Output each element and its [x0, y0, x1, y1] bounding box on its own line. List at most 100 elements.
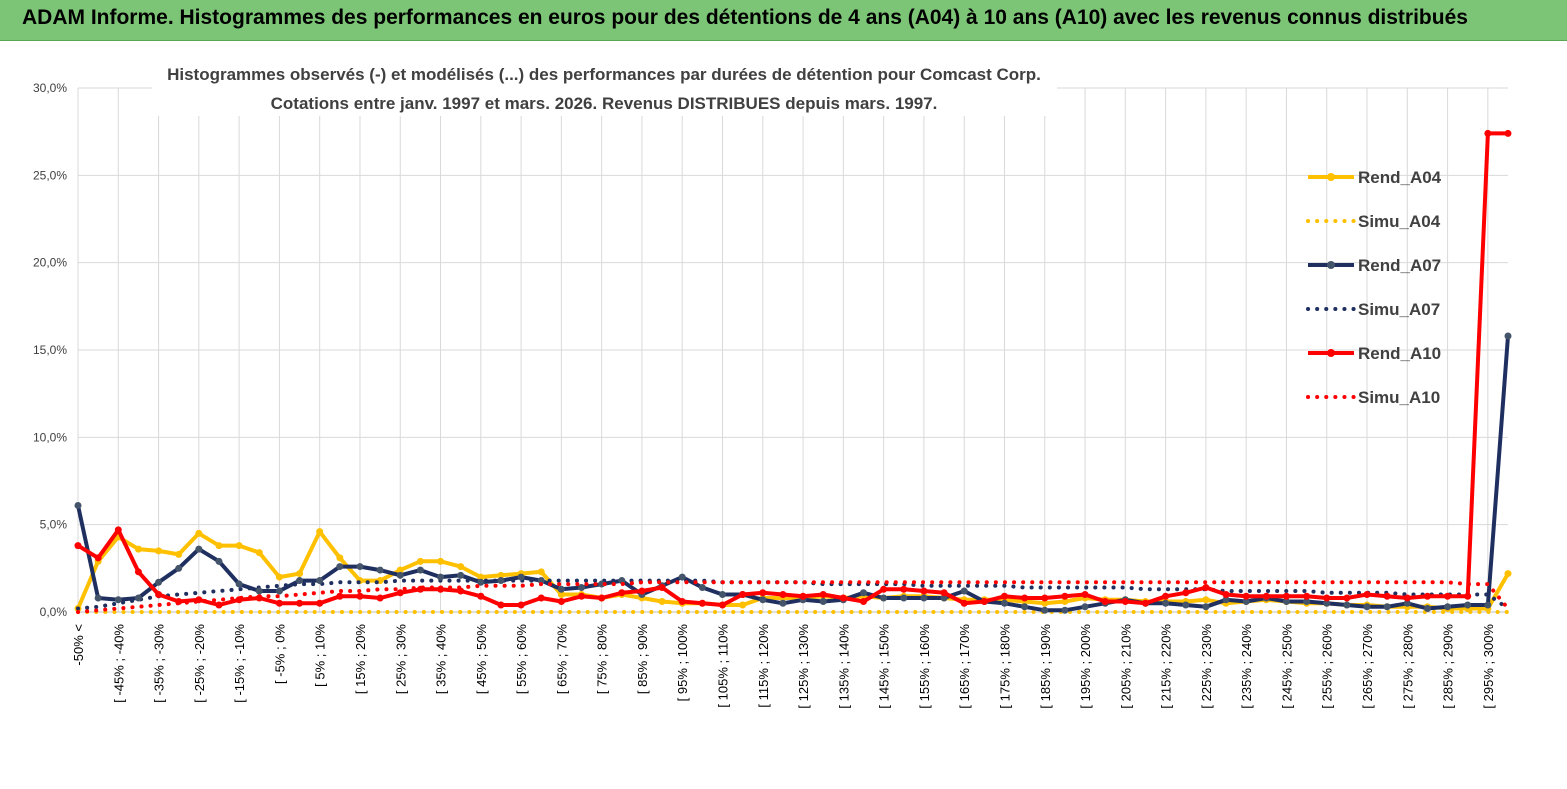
series-line — [76, 580, 1510, 614]
chart-title-background — [152, 54, 1057, 116]
data-point — [497, 601, 505, 609]
data-point — [235, 542, 243, 550]
data-point — [1403, 599, 1411, 607]
data-point — [74, 501, 82, 509]
legend-label: Rend_A07 — [1358, 256, 1441, 275]
data-point — [1202, 603, 1210, 611]
series-line — [76, 335, 1510, 613]
report-title: ADAM Informe. Histogrammes des performan… — [22, 6, 1468, 29]
data-point — [638, 587, 646, 595]
data-point — [960, 587, 968, 595]
data-point — [275, 599, 283, 607]
x-tick-label: [ 225% ; 230% — [1199, 624, 1214, 709]
data-point — [1000, 599, 1008, 607]
data-point — [457, 563, 465, 571]
data-point — [396, 566, 404, 574]
data-point — [134, 545, 142, 553]
x-tick-label: [ 145% ; 150% — [877, 624, 892, 709]
legend-label: Rend_A04 — [1358, 168, 1442, 187]
data-point — [779, 599, 787, 607]
x-tick-label: [ 25% ; 30% — [393, 624, 408, 695]
data-point — [1021, 603, 1029, 611]
legend-item: Simu_A07 — [1306, 300, 1440, 319]
series-Simu_A07 — [76, 578, 1510, 611]
data-point — [1182, 601, 1190, 609]
data-point — [175, 564, 183, 572]
data-point — [1041, 606, 1049, 614]
x-tick-label: [ -15% ; -10% — [232, 624, 247, 703]
data-point — [437, 573, 445, 581]
data-point — [235, 596, 243, 604]
data-point — [1343, 601, 1351, 609]
x-tick-label: -50% < — [71, 624, 86, 666]
histogram-chart: 0,0% 5,0% 10,0% 15,0% 20,0% 25,0% 30,0% -50% < [… — [33, 54, 1512, 709]
data-point — [1464, 601, 1472, 609]
data-point — [175, 550, 183, 558]
legend-item: Simu_A04 — [1306, 212, 1441, 231]
data-point — [477, 573, 485, 581]
data-point — [618, 589, 626, 597]
data-point — [497, 577, 505, 585]
legend-label: Rend_A10 — [1358, 344, 1441, 363]
data-point — [1202, 596, 1210, 604]
data-point — [859, 598, 867, 606]
legend-marker — [1327, 349, 1335, 357]
data-point — [477, 578, 485, 586]
data-point — [698, 584, 706, 592]
data-point — [739, 591, 747, 599]
data-point — [215, 542, 223, 550]
data-point — [759, 589, 767, 597]
series-Rend_A07 — [74, 332, 1512, 614]
data-point — [1343, 594, 1351, 602]
x-tick-label: [ 265% ; 270% — [1360, 624, 1375, 709]
x-tick-label: [ 195% ; 200% — [1078, 624, 1093, 709]
x-tick-label: [ 165% ; 170% — [957, 624, 972, 709]
data-point — [195, 545, 203, 553]
data-point — [1444, 603, 1452, 611]
data-point — [497, 571, 505, 579]
data-point — [155, 547, 163, 555]
legend-item: Simu_A10 — [1306, 388, 1440, 407]
data-point — [416, 585, 424, 593]
data-point — [457, 571, 465, 579]
legend-item: Rend_A07 — [1308, 256, 1441, 275]
data-point — [1504, 332, 1512, 340]
data-point — [316, 528, 324, 536]
x-tick-label: [ 275% ; 280% — [1400, 624, 1415, 709]
data-point — [900, 585, 908, 593]
data-point — [1222, 591, 1230, 599]
data-point — [1041, 599, 1049, 607]
data-point — [799, 592, 807, 600]
data-point — [1222, 596, 1230, 604]
data-point — [1323, 594, 1331, 602]
x-tick-label: [ -25% ; -20% — [192, 624, 207, 703]
data-point — [94, 594, 102, 602]
x-tick-label: [ 245% ; 250% — [1279, 624, 1294, 709]
data-point — [376, 566, 384, 574]
data-point — [1363, 591, 1371, 599]
data-point — [336, 592, 344, 600]
x-tick-label: [ 5% ; 10% — [313, 624, 328, 687]
data-point — [356, 563, 364, 571]
x-tick-label: [ 65% ; 70% — [554, 624, 569, 695]
legend-label: Simu_A07 — [1358, 300, 1440, 319]
data-point — [759, 596, 767, 604]
data-point — [678, 573, 686, 581]
data-point — [316, 599, 324, 607]
y-tick-label: 25,0% — [33, 168, 67, 182]
x-tick-label: [ 35% ; 40% — [434, 624, 449, 695]
data-point — [1262, 592, 1270, 600]
data-point — [195, 529, 203, 537]
grid-lines — [77, 87, 1508, 612]
y-tick-label: 30,0% — [33, 81, 67, 95]
x-tick-label: [ 235% ; 240% — [1239, 624, 1254, 709]
x-tick-label: [ -45% ; -40% — [111, 624, 126, 703]
data-point — [275, 587, 283, 595]
x-tick-label: [ 285% ; 290% — [1441, 624, 1456, 709]
data-point — [1484, 129, 1492, 137]
data-point — [215, 601, 223, 609]
x-tick-label: [ 15% ; 20% — [353, 624, 368, 695]
data-point — [376, 594, 384, 602]
legend: Rend_A04 Simu_A04 Rend_A07 Simu_A07 Rend_A10… — [1306, 168, 1442, 407]
data-point — [1444, 592, 1452, 600]
